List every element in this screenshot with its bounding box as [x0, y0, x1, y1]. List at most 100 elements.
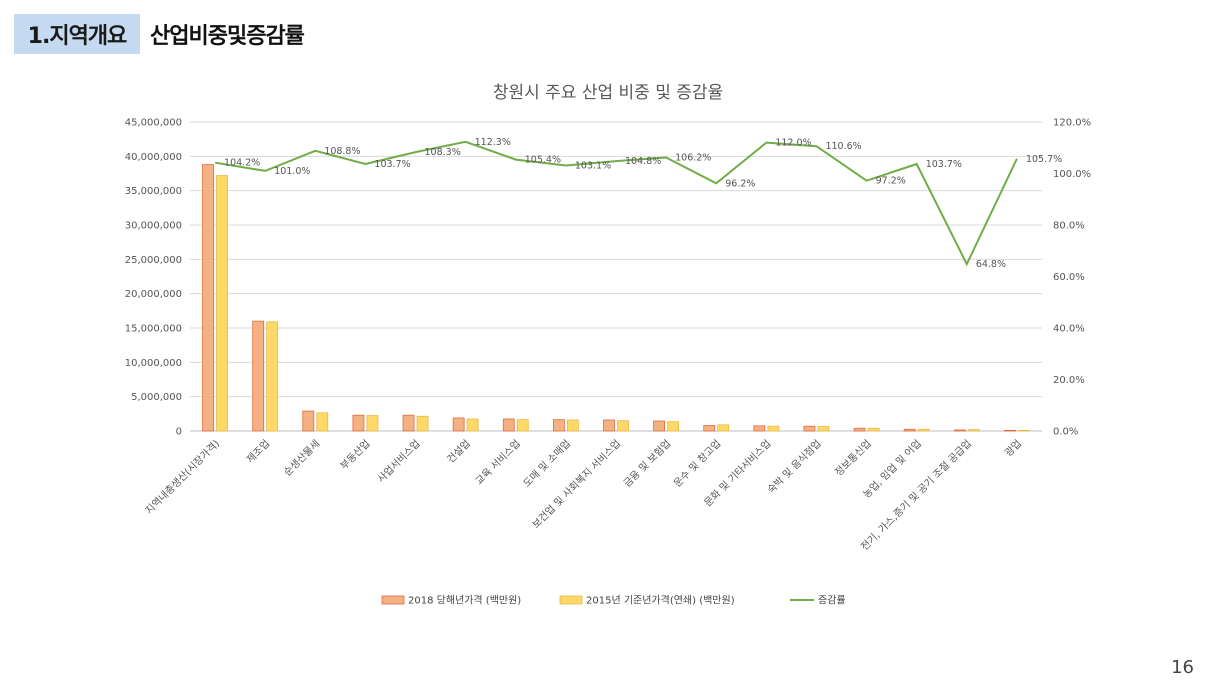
gridlines	[190, 121, 1042, 432]
bar	[416, 415, 429, 432]
data-label: 106.2%	[675, 153, 711, 164]
bar	[767, 425, 780, 432]
data-label: 64.8%	[976, 259, 1006, 270]
bar	[653, 420, 666, 432]
y-axis-right: 0.0% 20.0% 40.0% 60.0% 80.0% 100.0% 120.0%	[1053, 118, 1091, 438]
x-tick-label: 전기, 가스,증기 및 공기 조절 공급업	[858, 437, 974, 553]
bar	[452, 417, 465, 432]
line-series: 104.2% 101.0% 108.8% 103.7% 108.3% 112.3% 105.…	[214, 137, 1062, 270]
bar-series	[202, 164, 1030, 432]
bar	[817, 426, 830, 432]
x-tick-label: 보건업 및 사회복지 서비스업	[529, 437, 623, 531]
bar	[302, 410, 315, 432]
x-tick-label: 부동산업	[337, 437, 372, 472]
legend-swatch	[559, 595, 583, 605]
bar	[867, 427, 880, 432]
y-right-tick-label: 120.0%	[1053, 118, 1091, 129]
line-path	[214, 140, 1018, 267]
bar	[753, 425, 766, 432]
data-label: 104.8%	[625, 156, 661, 167]
data-label: 104.2%	[224, 158, 260, 169]
legend: 2018 당해년가격 (백만원) 2015년 기준년가격(연쇄) (백만원) 증감률	[381, 594, 846, 607]
legend-label: 2015년 기준년가격(연쇄) (백만원)	[586, 594, 735, 607]
x-axis: 지역내총생산(시장가격) 제조업 순생산물세 부동산업 사업서비스업 건설업 교육 서비스업…	[142, 437, 1024, 553]
x-tick-label: 순생산물세	[281, 438, 322, 479]
bar	[903, 428, 916, 432]
bar	[402, 414, 415, 432]
bar	[466, 418, 479, 432]
y-left-tick-label: 5,000,000	[131, 392, 182, 403]
x-tick-label: 교육 서비스업	[472, 437, 522, 487]
page-number: 16	[1171, 657, 1194, 678]
bar	[853, 427, 866, 432]
section-tag: 1.지역개요	[14, 14, 140, 54]
y-left-tick-label: 30,000,000	[125, 221, 182, 232]
data-label: 108.8%	[324, 146, 360, 157]
bar	[803, 425, 816, 432]
y-left-tick-label: 40,000,000	[125, 152, 182, 163]
bar	[917, 428, 930, 432]
legend-label: 2018 당해년가격 (백만원)	[408, 594, 521, 607]
x-tick-label: 운수 및 창고업	[671, 437, 724, 490]
bar	[703, 425, 716, 432]
data-label: 103.7%	[926, 159, 962, 170]
bar	[252, 320, 265, 432]
y-right-tick-label: 20.0%	[1053, 375, 1085, 386]
y-left-tick-label: 10,000,000	[125, 358, 182, 369]
data-label: 108.3%	[425, 147, 461, 158]
x-tick-label: 정보통신업	[832, 437, 874, 479]
legend-label: 증감률	[818, 595, 846, 607]
data-label: 105.7%	[1026, 154, 1062, 165]
y-right-tick-label: 60.0%	[1053, 272, 1085, 283]
bar	[967, 429, 980, 432]
data-label: 110.6%	[825, 141, 861, 152]
data-label: 96.2%	[725, 178, 755, 189]
x-tick-label: 제조업	[244, 437, 273, 466]
bar	[1004, 429, 1016, 432]
y-left-tick-label: 35,000,000	[125, 186, 182, 197]
bar	[566, 419, 579, 432]
y-left-tick-label: 20,000,000	[125, 289, 182, 300]
y-axis-left: 0 5,000,000 10,000,000 15,000,000 20,000,000…	[125, 118, 182, 438]
x-tick-label: 금융 및 보험업	[621, 437, 674, 490]
y-left-tick-label: 15,000,000	[125, 324, 182, 335]
bar	[617, 420, 629, 432]
bar	[552, 419, 565, 432]
x-tick-label: 숙박 및 음식점업	[764, 437, 823, 496]
bar	[316, 412, 329, 432]
bar	[502, 418, 515, 432]
bar	[953, 429, 966, 432]
bar	[202, 164, 214, 432]
y-right-tick-label: 40.0%	[1053, 324, 1085, 335]
bar	[1018, 429, 1030, 432]
y-right-tick-label: 80.0%	[1053, 221, 1085, 232]
x-tick-label: 도매 및 소매업	[520, 437, 573, 490]
y-right-tick-label: 100.0%	[1053, 169, 1091, 180]
section-title: 산업비중및증감률	[150, 24, 305, 49]
y-left-tick-label: 25,000,000	[125, 255, 182, 266]
x-tick-label: 사업서비스업	[374, 437, 422, 485]
y-right-tick-label: 0.0%	[1053, 427, 1078, 438]
data-label: 103.7%	[374, 159, 410, 170]
bar	[366, 415, 379, 432]
bar	[216, 175, 228, 432]
data-label: 103.1%	[575, 161, 611, 172]
x-tick-label: 광업	[1002, 437, 1024, 459]
data-label: 105.4%	[525, 155, 561, 166]
bar	[603, 419, 615, 432]
y-left-tick-label: 0	[176, 427, 182, 438]
x-tick-label: 지역내총생산(시장가격)	[142, 437, 222, 517]
x-tick-label: 건설업	[444, 437, 473, 466]
bar	[667, 421, 680, 432]
data-label: 112.3%	[475, 137, 511, 148]
bar	[717, 424, 730, 432]
y-left-tick-label: 45,000,000	[125, 118, 182, 129]
data-label: 112.0%	[775, 138, 811, 149]
data-label: 101.0%	[274, 166, 310, 177]
chart-title: 창원시 주요 산업 비중 및 증감율	[493, 83, 723, 103]
legend-swatch	[381, 595, 405, 605]
bar	[516, 419, 529, 432]
bar	[266, 321, 279, 432]
bar	[352, 414, 365, 432]
